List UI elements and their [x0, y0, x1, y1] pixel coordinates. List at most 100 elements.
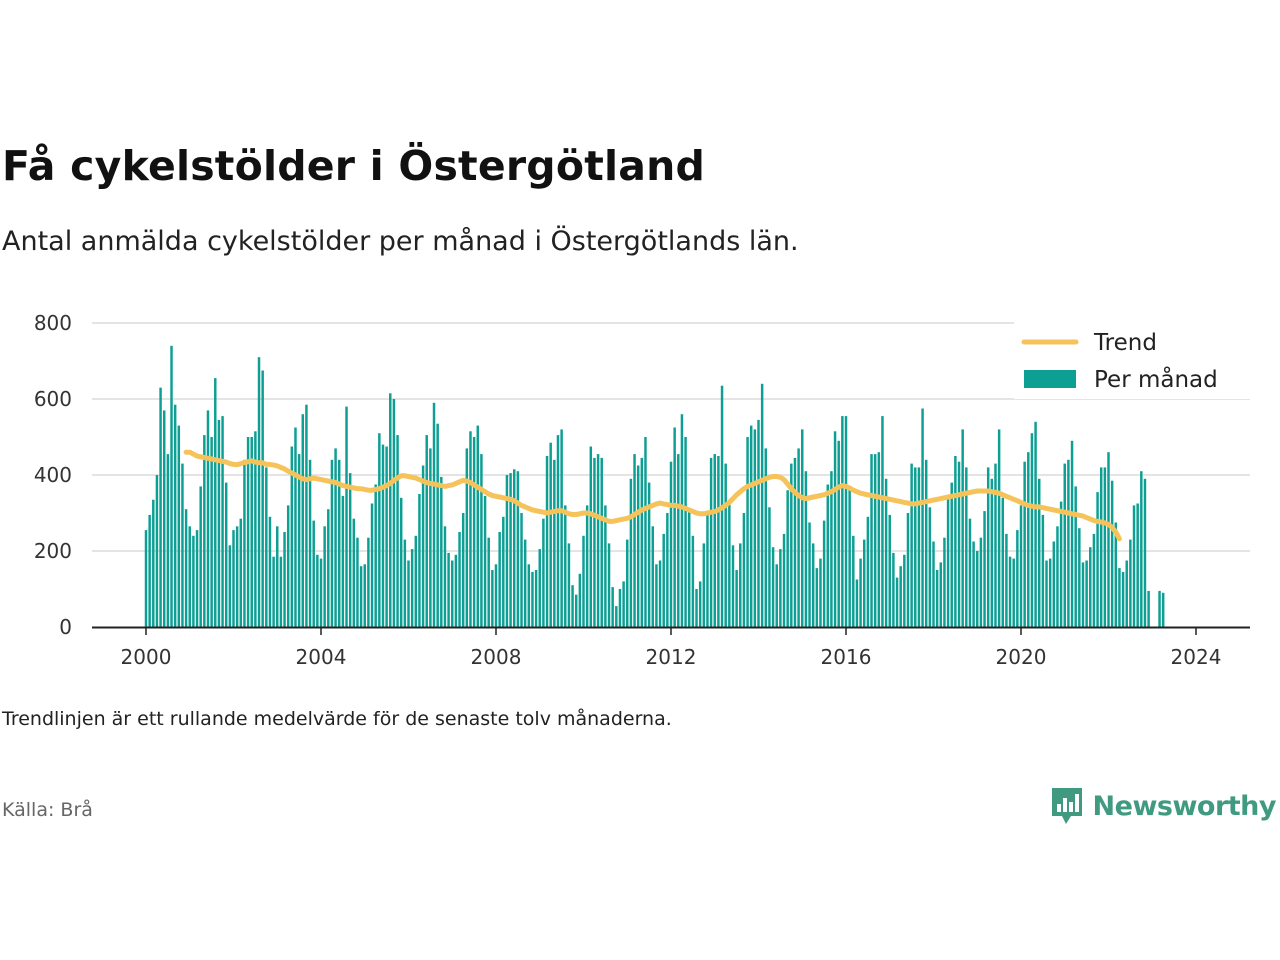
bar [706, 513, 709, 627]
bar [680, 414, 684, 627]
bar [943, 537, 946, 627]
bar [841, 416, 844, 627]
bar [735, 570, 738, 627]
bar [330, 459, 334, 627]
bar [195, 530, 199, 627]
x-tick-label: 2024 [1171, 645, 1222, 669]
bar [316, 554, 319, 627]
bar [884, 478, 888, 627]
bar [1096, 492, 1099, 627]
bar [359, 566, 363, 627]
bar [421, 465, 425, 627]
bar [399, 497, 403, 627]
bar [1001, 497, 1005, 627]
bar [152, 499, 155, 627]
bar [611, 587, 614, 627]
bar [917, 467, 921, 627]
bar [1037, 478, 1041, 627]
bar [1045, 560, 1048, 627]
bar [348, 473, 352, 627]
bar [352, 518, 356, 627]
bar [618, 589, 622, 627]
bar [1034, 421, 1037, 627]
bar [305, 404, 308, 627]
y-tick-label: 0 [59, 615, 72, 639]
bar [516, 471, 520, 627]
bar [290, 446, 294, 627]
bar [990, 478, 994, 627]
bar [629, 478, 633, 627]
y-axis-ticks: 0 200 400 600 800 [34, 311, 72, 639]
bar [713, 454, 716, 627]
bar [206, 410, 210, 627]
bar [801, 429, 804, 627]
bar [221, 416, 224, 627]
bar [702, 543, 706, 627]
bar [895, 577, 899, 627]
bar [1023, 461, 1026, 627]
bar [286, 505, 290, 627]
bar [250, 437, 253, 627]
bar [994, 463, 997, 627]
bar [961, 429, 964, 627]
bar [1158, 590, 1161, 627]
bar [166, 454, 170, 627]
bar [192, 535, 195, 627]
bar [739, 543, 742, 627]
bar [560, 429, 563, 627]
bar [790, 463, 793, 627]
bar [582, 535, 585, 627]
trend-line [183, 449, 1122, 542]
bar [997, 429, 1001, 627]
bar [1067, 459, 1070, 627]
bar [564, 505, 567, 627]
bar [804, 471, 808, 627]
bar [188, 526, 191, 627]
bar [742, 513, 746, 627]
bar [899, 566, 902, 627]
bar [779, 549, 782, 627]
bar [644, 437, 647, 627]
bar [498, 532, 501, 627]
bar [162, 410, 166, 627]
bar [542, 518, 545, 627]
bar [173, 404, 177, 627]
bar [1118, 568, 1121, 627]
bar [414, 535, 418, 627]
bar [265, 467, 268, 627]
bar [418, 494, 421, 627]
y-tick-label: 400 [34, 463, 72, 487]
bar [378, 433, 381, 627]
x-tick-label: 2020 [996, 645, 1047, 669]
bar [538, 549, 541, 627]
bar [673, 427, 676, 627]
bar [181, 463, 184, 627]
bar [487, 537, 490, 627]
bar [757, 419, 760, 627]
bar [862, 539, 866, 627]
bar [1012, 558, 1015, 627]
bar [764, 448, 768, 627]
bar [607, 543, 611, 627]
bar [691, 535, 695, 627]
bar [476, 425, 480, 627]
bar [626, 539, 629, 627]
bar [505, 475, 509, 627]
bar [534, 570, 538, 627]
bar [458, 532, 461, 627]
bar [826, 484, 830, 627]
bar [760, 383, 764, 627]
bar [272, 556, 275, 627]
bar [502, 516, 505, 627]
bar [567, 543, 571, 627]
bar [808, 522, 811, 627]
bar [968, 518, 972, 627]
bar [239, 518, 243, 627]
bar [731, 545, 735, 627]
bar [950, 482, 953, 627]
bar [312, 520, 315, 627]
bar [932, 541, 935, 627]
bar [775, 564, 778, 627]
bar [1161, 592, 1165, 627]
